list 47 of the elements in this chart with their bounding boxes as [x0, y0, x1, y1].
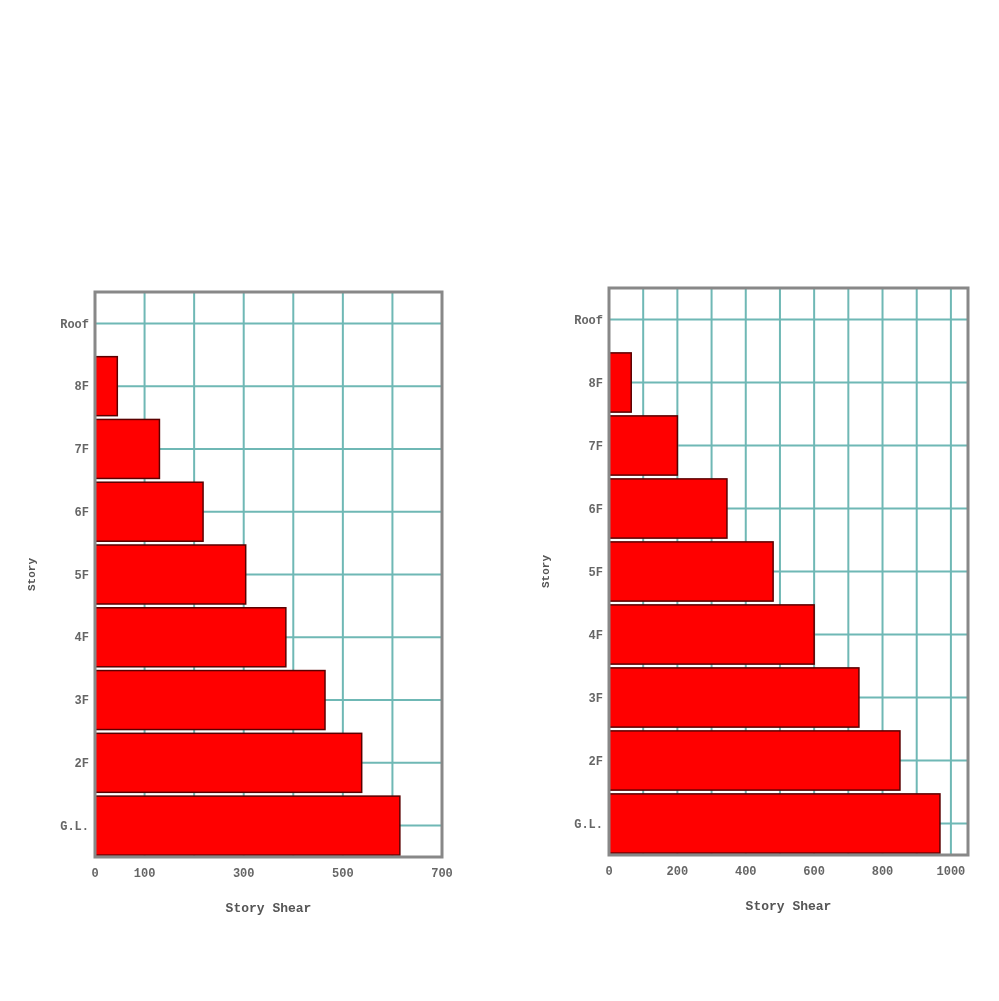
- bar: [608, 541, 774, 602]
- x-tick-label: 0: [91, 867, 99, 881]
- y-tick-label: G.L.: [574, 817, 603, 832]
- bar: [608, 730, 901, 791]
- y-tick-label: Roof: [574, 313, 603, 328]
- y-tick-label: 3F: [74, 694, 89, 709]
- bar: [608, 667, 860, 728]
- y-tick-label: 2F: [588, 754, 603, 769]
- bar: [94, 732, 363, 794]
- y-tick-label: G.L.: [60, 819, 89, 834]
- y-tick-label: Roof: [60, 317, 89, 332]
- y-tick-label: 8F: [74, 380, 89, 395]
- y-tick-label: 7F: [74, 443, 89, 458]
- bar: [94, 481, 204, 542]
- bar: [94, 669, 326, 731]
- x-tick-label: 600: [803, 865, 825, 879]
- x-tick-label: 300: [232, 867, 255, 881]
- y-tick-label: 5F: [588, 565, 603, 580]
- x-tick-label: 500: [332, 867, 354, 881]
- y-axis-title: Story: [540, 554, 552, 589]
- y-axis-title: Story: [26, 557, 38, 592]
- bar: [608, 793, 941, 854]
- y-tick-label: 4F: [588, 628, 603, 643]
- y-tick-label: 4F: [74, 631, 89, 646]
- y-tick-label: 2F: [74, 757, 89, 772]
- x-tick-label: 100: [133, 867, 156, 881]
- x-tick-label: 0: [605, 865, 613, 879]
- x-axis-title: Story Shear: [225, 901, 312, 916]
- y-tick-label: 6F: [588, 502, 603, 517]
- y-tick-label: 8F: [588, 376, 603, 391]
- bar: [94, 607, 287, 668]
- bar: [94, 544, 247, 605]
- y-tick-label: 3F: [588, 691, 603, 706]
- bar: [94, 418, 161, 480]
- x-tick-label: 200: [666, 865, 689, 879]
- bar: [94, 795, 401, 856]
- bar: [608, 415, 679, 476]
- y-tick-label: 7F: [588, 439, 603, 454]
- x-tick-label: 800: [871, 865, 894, 879]
- x-tick-label: 700: [431, 867, 453, 881]
- bar: [608, 604, 815, 665]
- x-tick-label: 400: [734, 865, 757, 879]
- y-tick-label: 5F: [74, 568, 89, 583]
- x-tick-label: 1000: [936, 865, 966, 879]
- y-tick-label: 6F: [74, 505, 89, 520]
- bar: [608, 478, 728, 539]
- x-axis-title: Story Shear: [745, 899, 832, 914]
